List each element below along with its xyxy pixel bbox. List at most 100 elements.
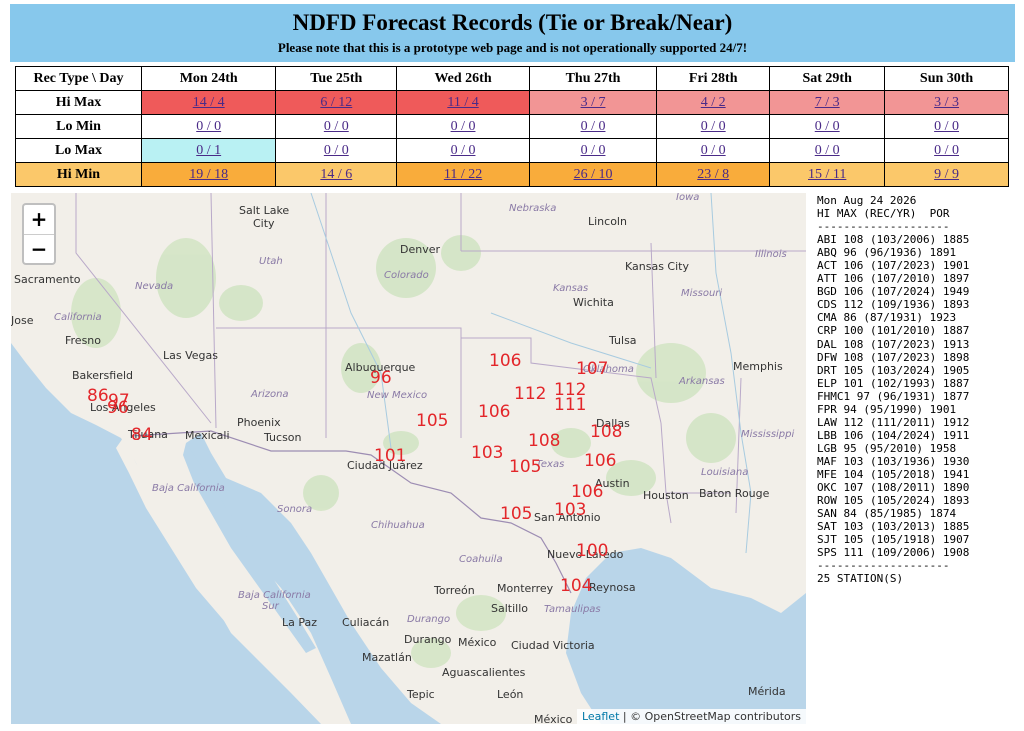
record-link[interactable]: 0 / 1	[196, 142, 222, 158]
day-header: Fri 28th	[656, 66, 771, 91]
record-link[interactable]: 4 / 2	[700, 94, 726, 110]
record-marker[interactable]: 105	[416, 411, 449, 431]
record-marker[interactable]: 86	[87, 386, 109, 406]
list-item: DAL 108 (107/2023) 1913	[817, 337, 970, 351]
place-label: Mississippi	[741, 429, 795, 440]
record-marker[interactable]: 96	[107, 398, 129, 418]
place-label: Iowa	[676, 193, 700, 203]
record-marker[interactable]: 106	[584, 451, 617, 471]
record-marker[interactable]: 111	[554, 395, 587, 415]
table-cell: 0 / 0	[396, 114, 530, 139]
record-marker[interactable]: 105	[509, 457, 542, 477]
record-link[interactable]: 0 / 0	[450, 142, 476, 158]
record-link[interactable]: 6 / 12	[320, 94, 353, 110]
place-label: Salt Lake	[239, 204, 290, 217]
record-link[interactable]: 15 / 11	[808, 166, 847, 182]
record-link[interactable]: 23 / 8	[697, 166, 730, 182]
place-label: Coahuila	[459, 554, 503, 565]
record-link[interactable]: 0 / 0	[934, 118, 960, 134]
record-link[interactable]: 9 / 9	[934, 166, 960, 182]
record-marker[interactable]: 106	[571, 482, 604, 502]
record-marker[interactable]: 96	[370, 368, 392, 388]
place-label: Nevada	[135, 281, 174, 292]
table-row-hi-max: Hi Max 14 / 4 6 / 12 11 / 4 3 / 7 4 / 2 …	[15, 90, 1009, 115]
list-item: ROW 105 (105/2024) 1893	[817, 494, 970, 508]
record-link[interactable]: 14 / 4	[192, 94, 225, 110]
record-link[interactable]: 0 / 0	[580, 118, 606, 134]
record-marker[interactable]: 101	[374, 446, 407, 466]
record-link[interactable]: 14 / 6	[320, 166, 353, 182]
record-link[interactable]: 0 / 0	[814, 118, 840, 134]
table-cell: 0 / 1	[140, 138, 277, 163]
zoom-out-button[interactable]: −	[30, 237, 48, 261]
record-marker[interactable]: 112	[554, 380, 587, 400]
record-marker[interactable]: 103	[471, 443, 504, 463]
record-link[interactable]: 3 / 3	[934, 94, 960, 110]
list-item: FHMC1 97 (96/1931) 1877	[817, 389, 970, 403]
leaflet-link[interactable]: Leaflet	[581, 710, 620, 723]
record-link[interactable]: 0 / 0	[196, 118, 222, 134]
record-marker[interactable]: 104	[560, 576, 593, 596]
record-link[interactable]: 0 / 0	[700, 118, 726, 134]
place-label: Durango	[404, 633, 452, 646]
list-item: MAF 103 (103/1936) 1930	[817, 454, 970, 468]
place-label: Nuevo Laredo	[547, 548, 624, 561]
place-label: Sonora	[277, 504, 313, 515]
zoom-control: + −	[22, 203, 56, 265]
place-label: Phoenix	[237, 416, 281, 429]
place-label: León	[497, 688, 524, 701]
table-cell: 0 / 0	[528, 138, 658, 163]
record-marker[interactable]: 84	[131, 425, 153, 445]
place-label: Colorado	[384, 270, 429, 281]
record-link[interactable]: 0 / 0	[814, 142, 840, 158]
record-link[interactable]: 0 / 0	[700, 142, 726, 158]
day-header: Mon 24th	[140, 66, 277, 91]
record-link[interactable]: 3 / 7	[580, 94, 606, 110]
state-borders	[75, 193, 806, 524]
place-label: Baja California	[238, 590, 311, 601]
record-link[interactable]: 0 / 0	[580, 142, 606, 158]
place-label: Houston	[643, 489, 689, 502]
place-label: Louisiana	[701, 467, 749, 478]
record-link[interactable]: 11 / 4	[447, 94, 479, 110]
place-label: Tulsa	[609, 334, 637, 347]
record-marker[interactable]: 106	[489, 351, 522, 371]
record-link[interactable]: 0 / 0	[323, 118, 349, 134]
place-label: Missouri	[681, 288, 723, 299]
place-label: Arkansas	[679, 376, 725, 387]
row-label: Hi Min	[15, 162, 142, 187]
record-link[interactable]: 0 / 0	[450, 118, 476, 134]
list-item: BGD 106 (107/2024) 1949	[817, 285, 970, 299]
place-label: Illinois	[755, 249, 787, 260]
place-label: Baton Rouge	[699, 487, 770, 500]
zoom-in-button[interactable]: +	[24, 205, 54, 235]
record-link[interactable]: 19 / 18	[189, 166, 229, 182]
table-cell: 0 / 0	[528, 114, 658, 139]
list-date: Mon Aug 24 2026	[817, 194, 917, 207]
record-marker[interactable]: 108	[528, 431, 561, 451]
record-marker[interactable]: 107	[576, 359, 609, 379]
list-item: SPS 111 (109/2006) 1908	[817, 546, 970, 560]
record-link[interactable]: 0 / 0	[934, 142, 960, 158]
list-item: CDS 112 (109/1936) 1893	[817, 298, 970, 312]
place-label: Tijuana	[128, 428, 168, 441]
list-item: OKC 107 (108/2011) 1890	[817, 481, 970, 495]
record-marker[interactable]: 108	[590, 422, 623, 442]
table-row-lo-max: Lo Max 0 / 1 0 / 0 0 / 0 0 / 0 0 / 0 0 /…	[15, 138, 1009, 163]
records-map[interactable]: + − Salt Lake City Nebraska Iowa Lincoln…	[11, 193, 806, 724]
record-marker[interactable]: 100	[576, 541, 609, 561]
place-label: Mérida	[748, 685, 786, 698]
record-marker[interactable]: 106	[478, 402, 511, 422]
record-marker[interactable]: 103	[554, 500, 587, 520]
record-marker[interactable]: 112	[514, 384, 547, 404]
place-label: Bakersfield	[72, 369, 134, 382]
place-label: Nebraska	[509, 203, 557, 214]
record-link[interactable]: 11 / 22	[443, 166, 483, 182]
record-link[interactable]: 7 / 3	[814, 94, 840, 110]
place-label: Las Vegas	[163, 349, 218, 362]
prototype-note: Please note that this is a prototype web…	[277, 40, 748, 55]
record-link[interactable]: 26 / 10	[573, 166, 613, 182]
record-link[interactable]: 0 / 0	[323, 142, 349, 158]
record-marker[interactable]: 105	[500, 504, 533, 524]
record-marker[interactable]: 97	[108, 391, 130, 411]
